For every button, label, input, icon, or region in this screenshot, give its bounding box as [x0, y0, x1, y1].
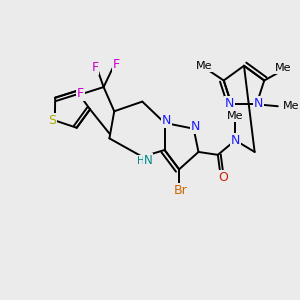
- Text: H: H: [136, 156, 144, 166]
- Text: S: S: [48, 114, 56, 127]
- Text: N: N: [144, 154, 152, 167]
- Text: N: N: [191, 120, 200, 133]
- Text: F: F: [91, 61, 98, 74]
- Text: N: N: [225, 97, 234, 110]
- Text: N: N: [231, 134, 240, 147]
- Text: Me: Me: [283, 101, 299, 111]
- Text: Me: Me: [275, 63, 292, 73]
- Text: N: N: [254, 97, 263, 110]
- Text: Me: Me: [196, 61, 213, 71]
- Text: N: N: [162, 115, 171, 128]
- Text: F: F: [77, 87, 84, 100]
- Text: O: O: [218, 171, 228, 184]
- Text: Br: Br: [174, 184, 188, 197]
- Text: Me: Me: [227, 111, 244, 121]
- Text: F: F: [112, 58, 120, 71]
